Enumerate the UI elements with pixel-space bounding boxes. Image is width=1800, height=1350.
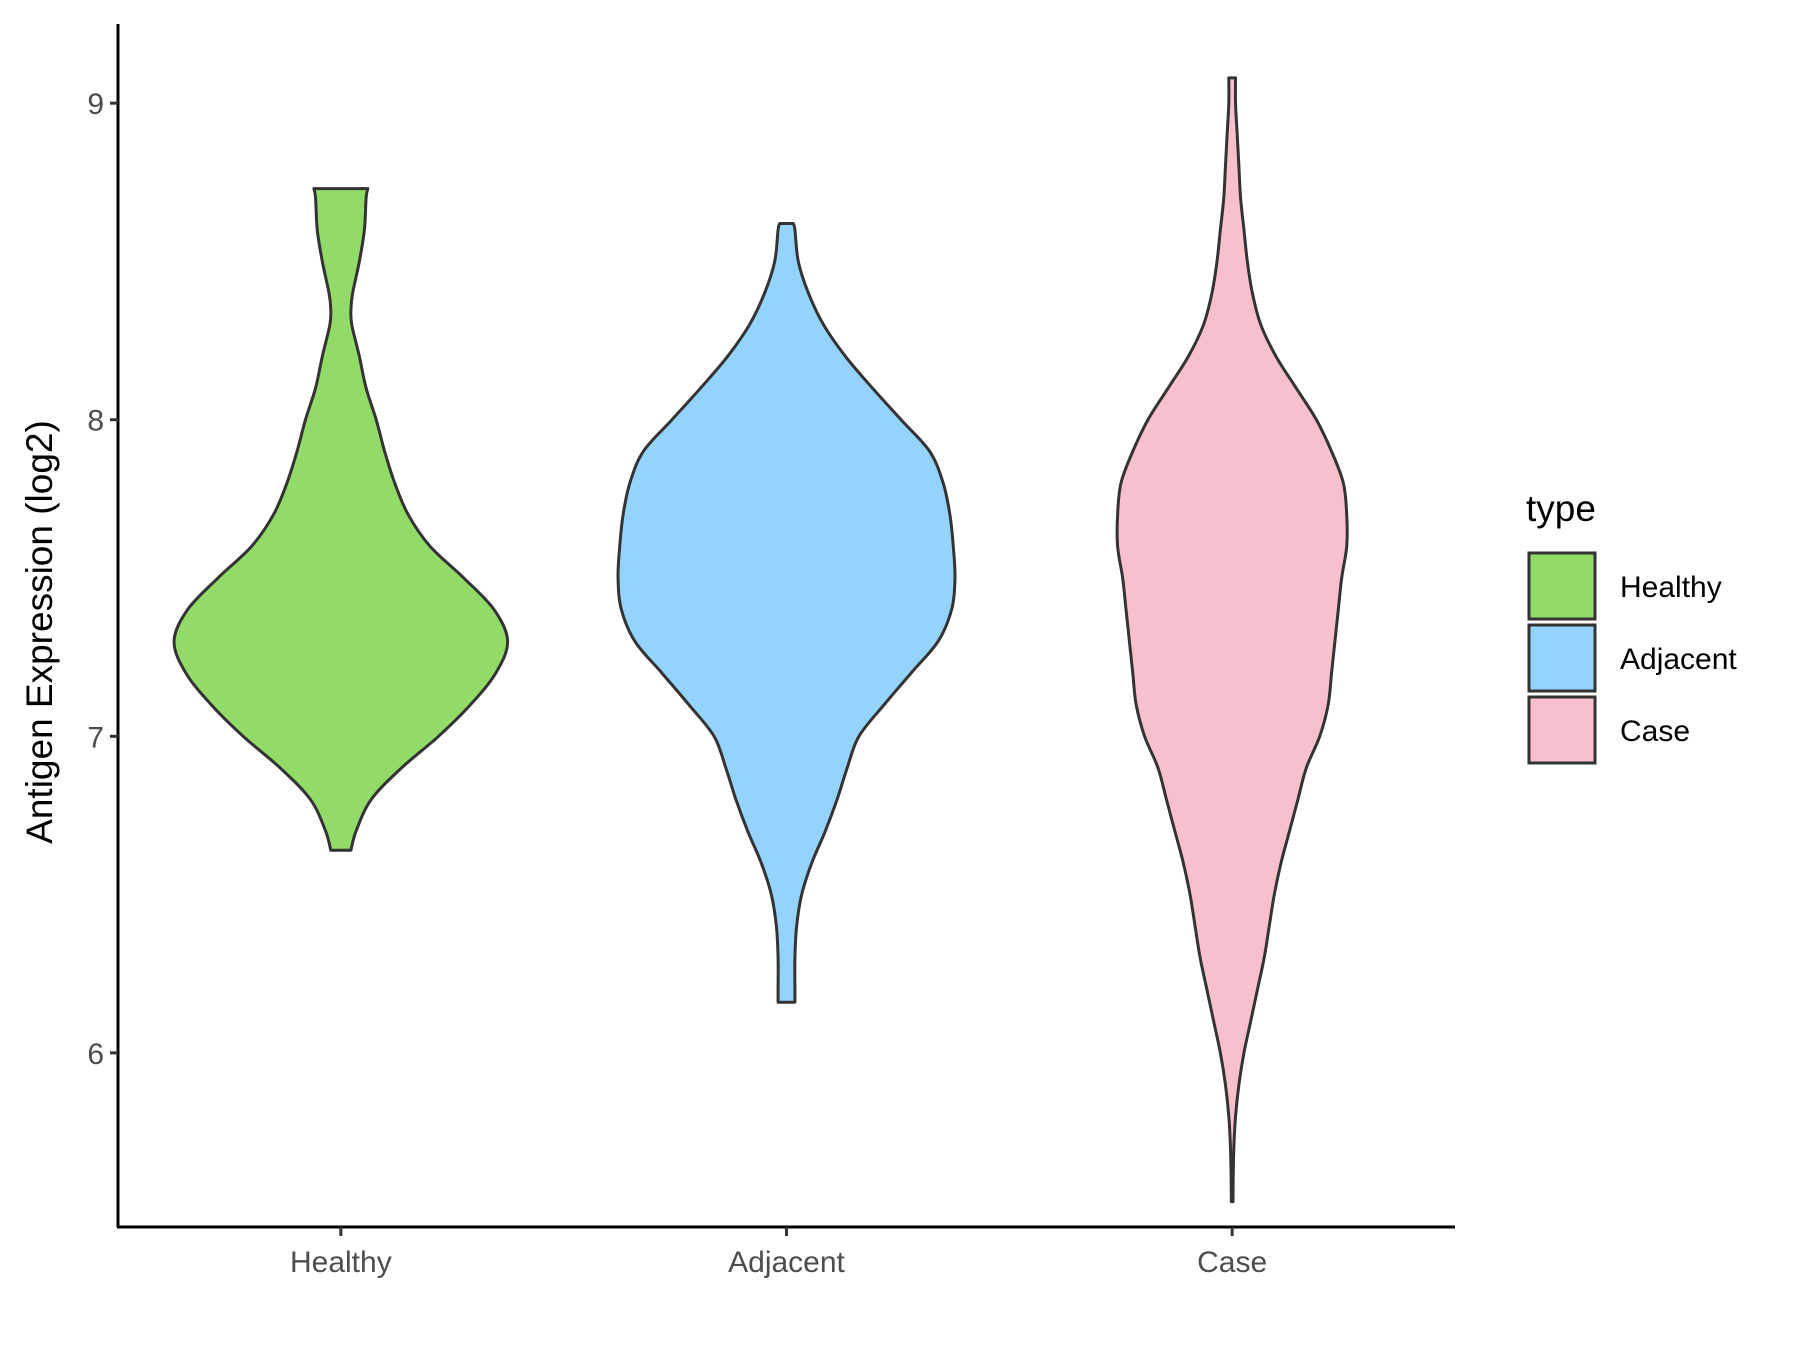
y-tick-label: 6 — [87, 1038, 104, 1071]
x-tick-label: Case — [1197, 1246, 1267, 1279]
legend-label: Adjacent — [1620, 643, 1737, 676]
x-ticks: Healthy Adjacent Case — [290, 1227, 1267, 1279]
legend-label: Healthy — [1620, 571, 1722, 604]
legend-key-healthy — [1527, 551, 1597, 621]
x-tick-label: Healthy — [290, 1246, 392, 1279]
legend-key-adjacent — [1527, 623, 1597, 693]
violin-layer — [172, 76, 1349, 1204]
y-axis-title: Antigen Expression (log2) — [19, 420, 60, 844]
y-tick-label: 9 — [87, 88, 104, 121]
violin-case — [1115, 76, 1349, 1204]
legend-items: Healthy Adjacent Case — [1527, 551, 1737, 765]
violin-healthy — [172, 187, 510, 852]
y-tick-label: 8 — [87, 405, 104, 438]
violin-adjacent — [616, 221, 957, 1004]
legend-label: Case — [1620, 715, 1690, 748]
x-tick-label: Adjacent — [728, 1246, 845, 1279]
axes: 6 7 8 9 Healthy Adjacent Case — [87, 24, 1455, 1279]
y-ticks: 6 7 8 9 — [87, 88, 118, 1071]
legend-key-case — [1527, 695, 1597, 765]
legend-title: type — [1526, 488, 1596, 529]
legend: type Healthy Adjacent Case — [1526, 488, 1737, 765]
y-tick-label: 7 — [87, 721, 104, 754]
